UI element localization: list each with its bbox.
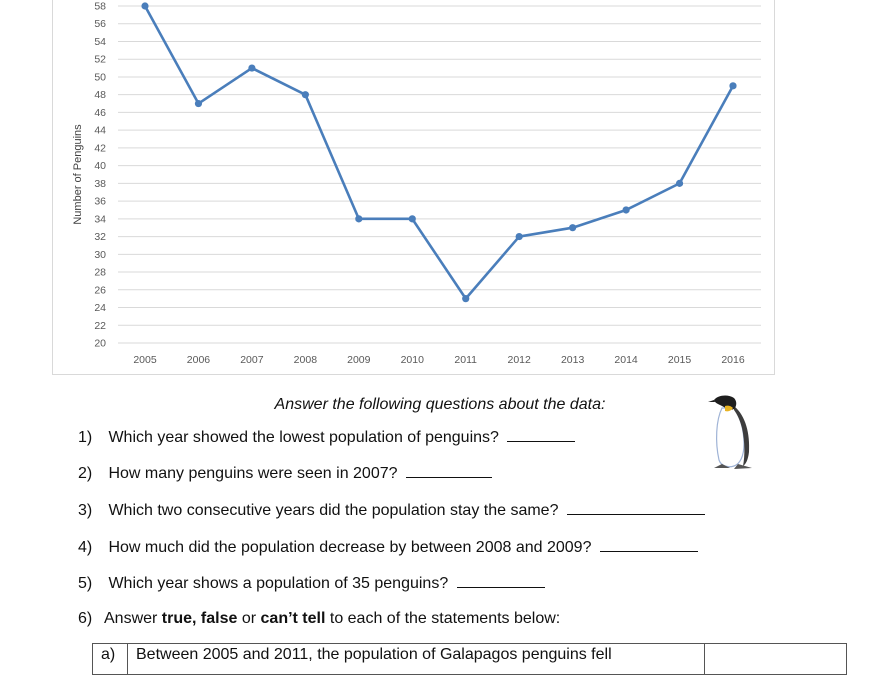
data-point xyxy=(248,64,256,72)
data-point xyxy=(622,206,630,214)
data-point xyxy=(462,295,470,303)
question-5: 5) Which year shows a population of 35 p… xyxy=(78,573,545,593)
y-tick-label: 28 xyxy=(94,267,106,279)
option-true-false: true, false xyxy=(161,610,238,627)
y-tick-label: 30 xyxy=(94,249,106,261)
statements-table: a) Between 2005 and 2011, the population… xyxy=(92,643,847,675)
question-1: 1) Which year showed the lowest populati… xyxy=(78,427,576,447)
statement-answer-cell[interactable] xyxy=(704,643,847,675)
y-tick-label: 26 xyxy=(94,284,106,296)
data-point xyxy=(515,232,523,241)
series-line xyxy=(143,5,735,300)
x-tick-label: 2009 xyxy=(347,354,371,366)
data-point xyxy=(301,91,309,99)
instructions-text: Answer the following questions about the… xyxy=(274,396,606,413)
question-text: Which year showed the lowest population … xyxy=(108,429,499,446)
line-chart: 20 22 24 26 28 30 32 34 36 38 40 42 44 46 48 50 52 54 56 58… xyxy=(72,1,761,366)
x-tick-label: 2012 xyxy=(508,354,532,366)
y-tick-label: 22 xyxy=(94,320,106,332)
y-tick-label: 46 xyxy=(94,107,106,119)
instructions: Answer the following questions about the… xyxy=(0,396,880,414)
answer-blank[interactable] xyxy=(599,537,698,552)
data-point xyxy=(194,99,203,108)
y-tick-label: 34 xyxy=(94,213,106,225)
question-text: Which year shows a population of 35 peng… xyxy=(108,575,449,592)
data-point xyxy=(729,82,737,90)
x-tick-label: 2015 xyxy=(668,354,692,366)
penguin-icon xyxy=(708,395,752,469)
x-tick-label: 2010 xyxy=(401,354,425,366)
statement-label: a) xyxy=(92,643,128,675)
data-point xyxy=(141,2,149,10)
question-2: 2) How many penguins were seen in 2007? xyxy=(78,463,492,483)
x-tick-label: 2011 xyxy=(454,354,477,366)
question-text: How much did the population decrease by … xyxy=(108,539,592,556)
x-tick-label: 2014 xyxy=(614,354,638,366)
y-tick-label: 54 xyxy=(94,36,106,48)
y-tick-label: 56 xyxy=(94,18,106,30)
question-text: How many penguins were seen in 2007? xyxy=(108,465,398,482)
answer-blank[interactable] xyxy=(456,573,545,588)
y-tick-label: 44 xyxy=(94,125,106,137)
statement-text: Between 2005 and 2011, the population of… xyxy=(127,643,705,675)
x-tick-label: 2007 xyxy=(240,354,264,366)
answer-blank[interactable] xyxy=(566,500,705,515)
answer-blank[interactable] xyxy=(507,427,576,442)
question-3: 3) Which two consecutive years did the p… xyxy=(78,500,705,520)
answer-blank[interactable] xyxy=(405,463,492,478)
y-tick-label: 52 xyxy=(94,54,106,66)
x-tick-label: 2006 xyxy=(187,354,211,366)
table-row: a) Between 2005 and 2011, the population… xyxy=(92,643,847,675)
x-tick-label: 2013 xyxy=(561,354,585,366)
data-point xyxy=(675,179,684,187)
question-4: 4) How much did the population decrease … xyxy=(78,537,698,557)
chart-frame: 20 22 24 26 28 30 32 34 36 38 40 42 44 46 48 50 52 54 56 58… xyxy=(52,0,775,375)
y-tick-label: 58 xyxy=(94,1,106,13)
option-cant-tell: can’t tell xyxy=(260,610,326,627)
x-tick-label: 2005 xyxy=(133,354,157,366)
y-tick-label: 20 xyxy=(94,338,106,350)
y-tick-label: 50 xyxy=(94,71,106,83)
x-tick-label: 2016 xyxy=(721,354,745,366)
y-tick-label: 36 xyxy=(94,196,106,208)
data-point xyxy=(408,215,416,223)
worksheet: Answer the following questions about the… xyxy=(0,395,880,675)
data-point xyxy=(569,224,577,232)
question-6: 6) Answer true, false or can’t tell to ea… xyxy=(78,610,561,627)
x-tick-label: 2008 xyxy=(294,354,318,366)
y-tick-label: 48 xyxy=(94,89,106,101)
y-axis-title: Number of Penguins xyxy=(72,124,84,225)
y-tick-label: 24 xyxy=(94,302,106,314)
data-point xyxy=(355,215,363,223)
question-text: Which two consecutive years did the popu… xyxy=(108,502,559,519)
y-tick-label: 38 xyxy=(94,178,106,190)
y-tick-label: 40 xyxy=(94,160,106,172)
y-tick-label: 42 xyxy=(94,142,106,154)
y-tick-label: 32 xyxy=(94,231,106,243)
